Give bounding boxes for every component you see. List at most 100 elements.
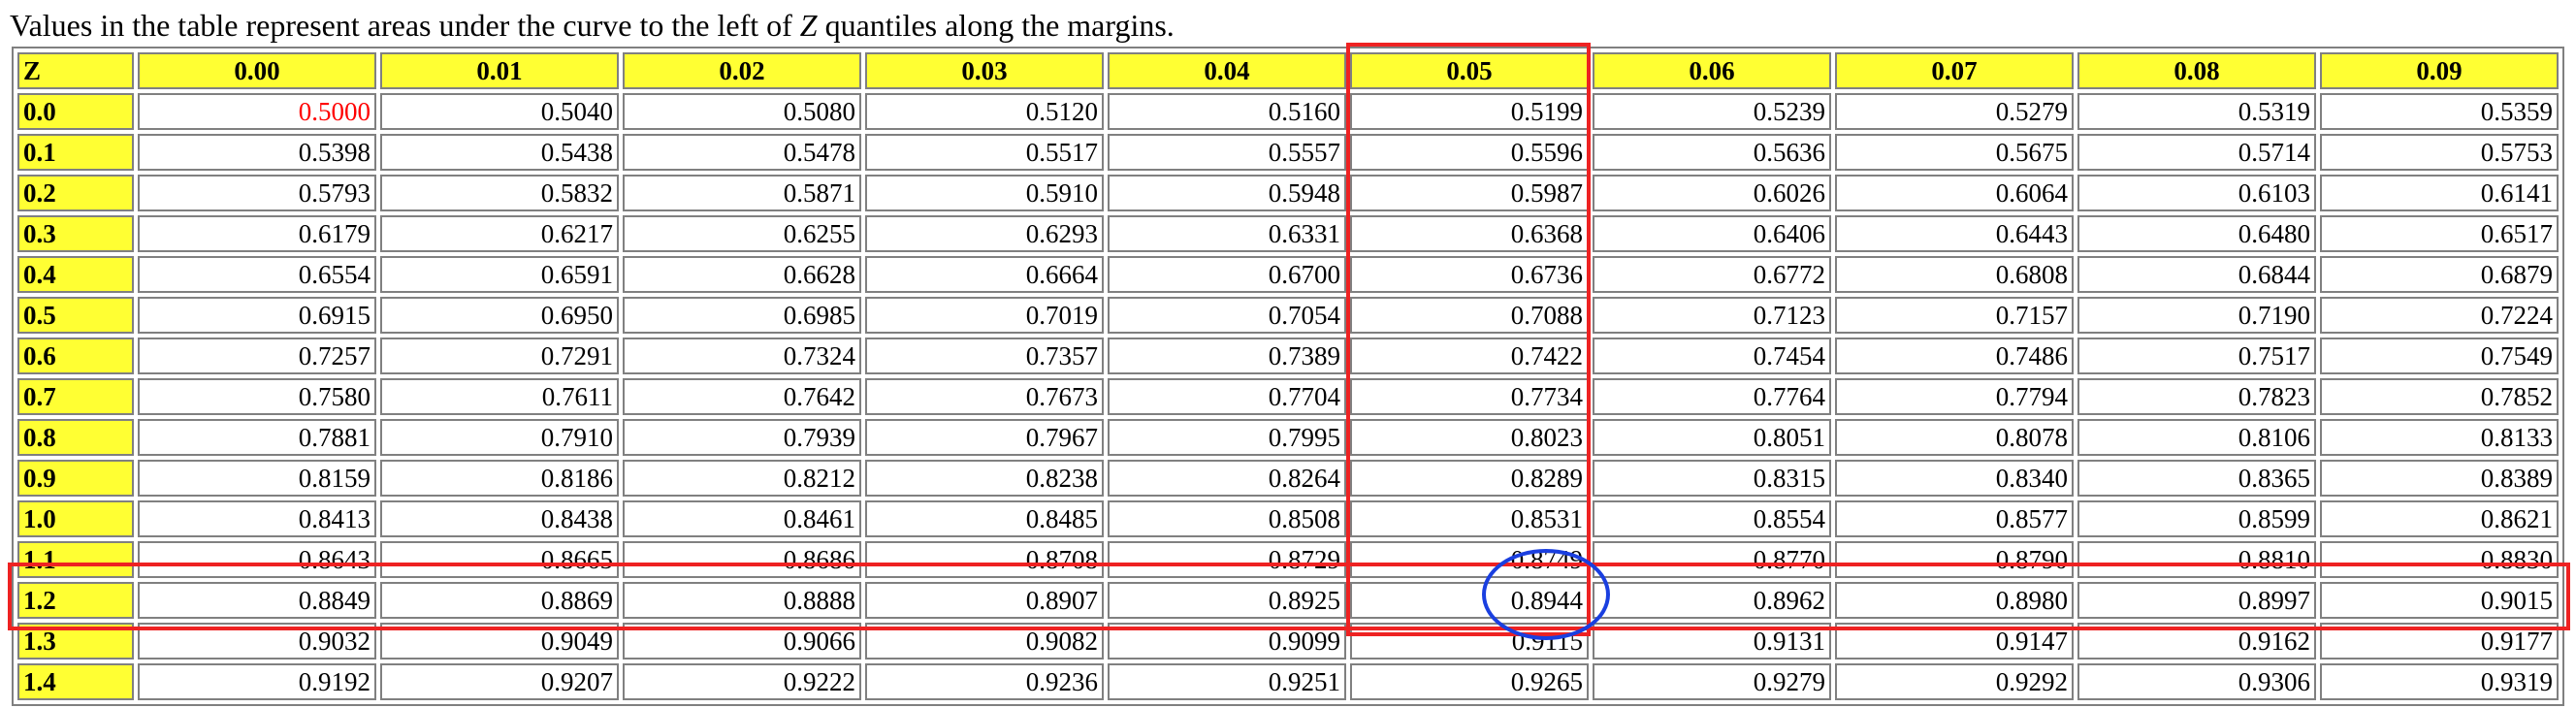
table-cell: 0.8810: [2077, 541, 2316, 578]
table-cell: 0.8106: [2077, 419, 2316, 456]
row-header: 1.1: [17, 541, 134, 578]
table-cell: 0.6736: [1350, 256, 1589, 293]
table-cell: 0.6591: [380, 256, 619, 293]
table-cell: 0.5948: [1108, 175, 1346, 211]
table-cell: 0.8907: [865, 582, 1104, 619]
table-cell: 0.7454: [1593, 338, 1831, 374]
table-cell: 0.6700: [1108, 256, 1346, 293]
table-cell: 0.9251: [1108, 663, 1346, 700]
table-cell: 0.5753: [2320, 134, 2559, 171]
table-cell: 0.6844: [2077, 256, 2316, 293]
table-cell: 0.9162: [2077, 623, 2316, 660]
table-cell: 0.8577: [1835, 500, 2074, 537]
table-cell: 0.8621: [2320, 500, 2559, 537]
table-cell: 0.9236: [865, 663, 1104, 700]
table-cell: 0.8438: [380, 500, 619, 537]
table-cell: 0.8051: [1593, 419, 1831, 456]
column-header: 0.01: [380, 52, 619, 89]
table-cell: 0.5398: [138, 134, 376, 171]
row-header: 1.2: [17, 582, 134, 619]
table-cell: 0.6103: [2077, 175, 2316, 211]
table-cell: 0.8749: [1350, 541, 1589, 578]
table-cell: 0.8599: [2077, 500, 2316, 537]
table-cell: 0.7852: [2320, 378, 2559, 415]
table-cell: 0.8980: [1835, 582, 2074, 619]
table-cell: 0.6808: [1835, 256, 2074, 293]
table-cell: 0.6664: [865, 256, 1104, 293]
table-cell: 0.6772: [1593, 256, 1831, 293]
column-header: 0.09: [2320, 52, 2559, 89]
table-cell: 0.8708: [865, 541, 1104, 578]
table-cell: 0.8790: [1835, 541, 2074, 578]
table-cell: 0.5359: [2320, 93, 2559, 130]
table-row: 0.0 0.5000 0.5040 0.5080 0.5120 0.5160 0.5199 0…: [17, 93, 2559, 130]
table-cell: 0.7673: [865, 378, 1104, 415]
table-cell: 0.7357: [865, 338, 1104, 374]
table-cell: 0.7190: [2077, 297, 2316, 334]
table-cell: 0.5517: [865, 134, 1104, 171]
table-cell: 0.8365: [2077, 460, 2316, 497]
table-cell: 0.7764: [1593, 378, 1831, 415]
table-cell: 0.5160: [1108, 93, 1346, 130]
table-cell: 0.7486: [1835, 338, 2074, 374]
table-row: 0.7 0.7580 0.7611 0.7642 0.7673 0.7704 0.7734 0…: [17, 378, 2559, 415]
table-cell: 0.9115: [1350, 623, 1589, 660]
table-cell: 0.6331: [1108, 215, 1346, 252]
table-cell: 0.9049: [380, 623, 619, 660]
table-cell: 0.7995: [1108, 419, 1346, 456]
table-cell: 0.8159: [138, 460, 376, 497]
column-header: 0.05: [1350, 52, 1589, 89]
table-cell: 0.7704: [1108, 378, 1346, 415]
table-cell: 0.7549: [2320, 338, 2559, 374]
row-header: 1.3: [17, 623, 134, 660]
column-header: 0.04: [1108, 52, 1346, 89]
row-header: 0.2: [17, 175, 134, 211]
table-cell: 0.5120: [865, 93, 1104, 130]
table-cell: 0.7324: [623, 338, 861, 374]
table-cell: 0.9147: [1835, 623, 2074, 660]
column-header: 0.08: [2077, 52, 2316, 89]
table-cell: 0.9319: [2320, 663, 2559, 700]
table-cell: 0.7881: [138, 419, 376, 456]
table-row: 1.3 0.9032 0.9049 0.9066 0.9082 0.9099 0.9115 0…: [17, 623, 2559, 660]
table-cell: 0.9192: [138, 663, 376, 700]
table-cell: 0.9177: [2320, 623, 2559, 660]
row-header: 0.0: [17, 93, 134, 130]
table-cell: 0.6406: [1593, 215, 1831, 252]
row-header: 0.3: [17, 215, 134, 252]
table-cell: 0.7967: [865, 419, 1104, 456]
table-cell: 0.8686: [623, 541, 861, 578]
table-cell: 0.8186: [380, 460, 619, 497]
table-cell: 0.8413: [138, 500, 376, 537]
table-row: 1.4 0.9192 0.9207 0.9222 0.9236 0.9251 0.9265 0…: [17, 663, 2559, 700]
table-cell: 0.9292: [1835, 663, 2074, 700]
column-header: 0.06: [1593, 52, 1831, 89]
table-cell: 0.7291: [380, 338, 619, 374]
table-cell: 0.7517: [2077, 338, 2316, 374]
table-cell: 0.5793: [138, 175, 376, 211]
table-cell: 0.8962: [1593, 582, 1831, 619]
table-cell: 0.8849: [138, 582, 376, 619]
row-header: 1.4: [17, 663, 134, 700]
table-cell: 0.9099: [1108, 623, 1346, 660]
table-cell: 0.7422: [1350, 338, 1589, 374]
column-header: 0.02: [623, 52, 861, 89]
table-cell: 0.9306: [2077, 663, 2316, 700]
table-cell: 0.6179: [138, 215, 376, 252]
row-header: 0.9: [17, 460, 134, 497]
table-cell: 0.7389: [1108, 338, 1346, 374]
table-cell: 0.8665: [380, 541, 619, 578]
table-row: 1.1 0.8643 0.8665 0.8686 0.8708 0.8729 0.8749 0…: [17, 541, 2559, 578]
table-cell: 0.8212: [623, 460, 861, 497]
table-cell: 0.6915: [138, 297, 376, 334]
table-cell: 0.9279: [1593, 663, 1831, 700]
table-cell: 0.7123: [1593, 297, 1831, 334]
table-cell: 0.6255: [623, 215, 861, 252]
table-cell: 0.8643: [138, 541, 376, 578]
table-cell: 0.7224: [2320, 297, 2559, 334]
table-cell: 0.8133: [2320, 419, 2559, 456]
table-row: 0.3 0.6179 0.6217 0.6255 0.6293 0.6331 0.6368 0…: [17, 215, 2559, 252]
table-cell: 0.7088: [1350, 297, 1589, 334]
table-cell: 0.6950: [380, 297, 619, 334]
table-cell: 0.8830: [2320, 541, 2559, 578]
